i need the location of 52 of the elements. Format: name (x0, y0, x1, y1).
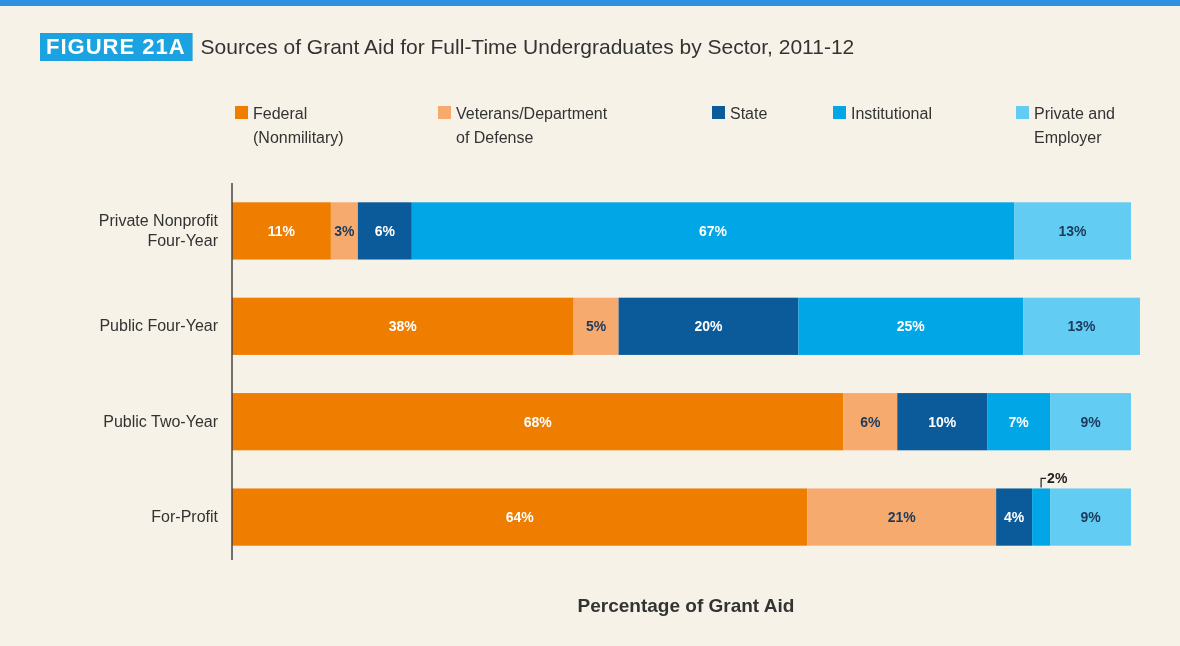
data-label: 20% (694, 318, 724, 335)
legend-label: State (730, 105, 768, 122)
bar (232, 202, 331, 260)
data-label: 64% (505, 509, 535, 526)
bar (232, 393, 844, 451)
bar (573, 297, 619, 355)
data-label: 67% (698, 222, 728, 239)
data-label: 9% (1080, 413, 1102, 430)
bar (807, 488, 997, 546)
data-label: 25% (896, 318, 926, 335)
data-label: 21% (887, 509, 917, 526)
legend-label: Veterans/Department of Defense (456, 105, 608, 146)
data-label: 9% (1080, 509, 1102, 526)
data-label: 10% (928, 413, 957, 430)
data-label: 3% (334, 222, 356, 239)
bar (411, 202, 1015, 260)
bar (987, 393, 1051, 451)
bar (357, 202, 412, 260)
data-label: 13% (1058, 222, 1088, 239)
chart-subtitle: FIGURE 21A (46, 34, 186, 59)
legend-label: Institutional (851, 105, 932, 122)
bar (330, 202, 358, 260)
bar (618, 297, 799, 355)
chart-title: Sources of Grant Aid for Full-Time Undergraduates by Sector, 2011-12 (200, 35, 855, 58)
y-tick-label: Public Four-Year (99, 317, 219, 335)
y-tick-label: Public Two-Year (103, 412, 219, 430)
y-tick-label: Private Nonprofit Four-Year (98, 211, 219, 249)
data-label: 13% (1067, 318, 1097, 335)
bar (1014, 202, 1132, 260)
bar (1023, 297, 1140, 355)
legend-label: Private and Employer (1034, 105, 1115, 146)
bar (1032, 488, 1051, 546)
data-label: 6% (860, 413, 881, 430)
x-axis-title: Percentage of Grant Aid (577, 595, 795, 616)
data-label: 5% (585, 318, 607, 335)
bar (232, 488, 808, 546)
legend-label: Federal (Nonmilitary) (253, 105, 344, 146)
data-label: 11% (267, 222, 296, 239)
data-label: 7% (1008, 413, 1030, 430)
data-label: 4% (1004, 509, 1025, 526)
y-tick-label: For-Profit (151, 508, 219, 526)
bar (897, 393, 988, 451)
bar (798, 297, 1024, 355)
bar (843, 393, 898, 451)
data-label: 6% (374, 222, 396, 239)
data-label: 68% (523, 413, 553, 430)
bar (1050, 488, 1132, 546)
bar (232, 297, 574, 355)
bar (996, 488, 1033, 546)
data-label: 38% (388, 318, 418, 335)
bar (1050, 393, 1132, 451)
data-label: 2% (1047, 470, 1068, 487)
